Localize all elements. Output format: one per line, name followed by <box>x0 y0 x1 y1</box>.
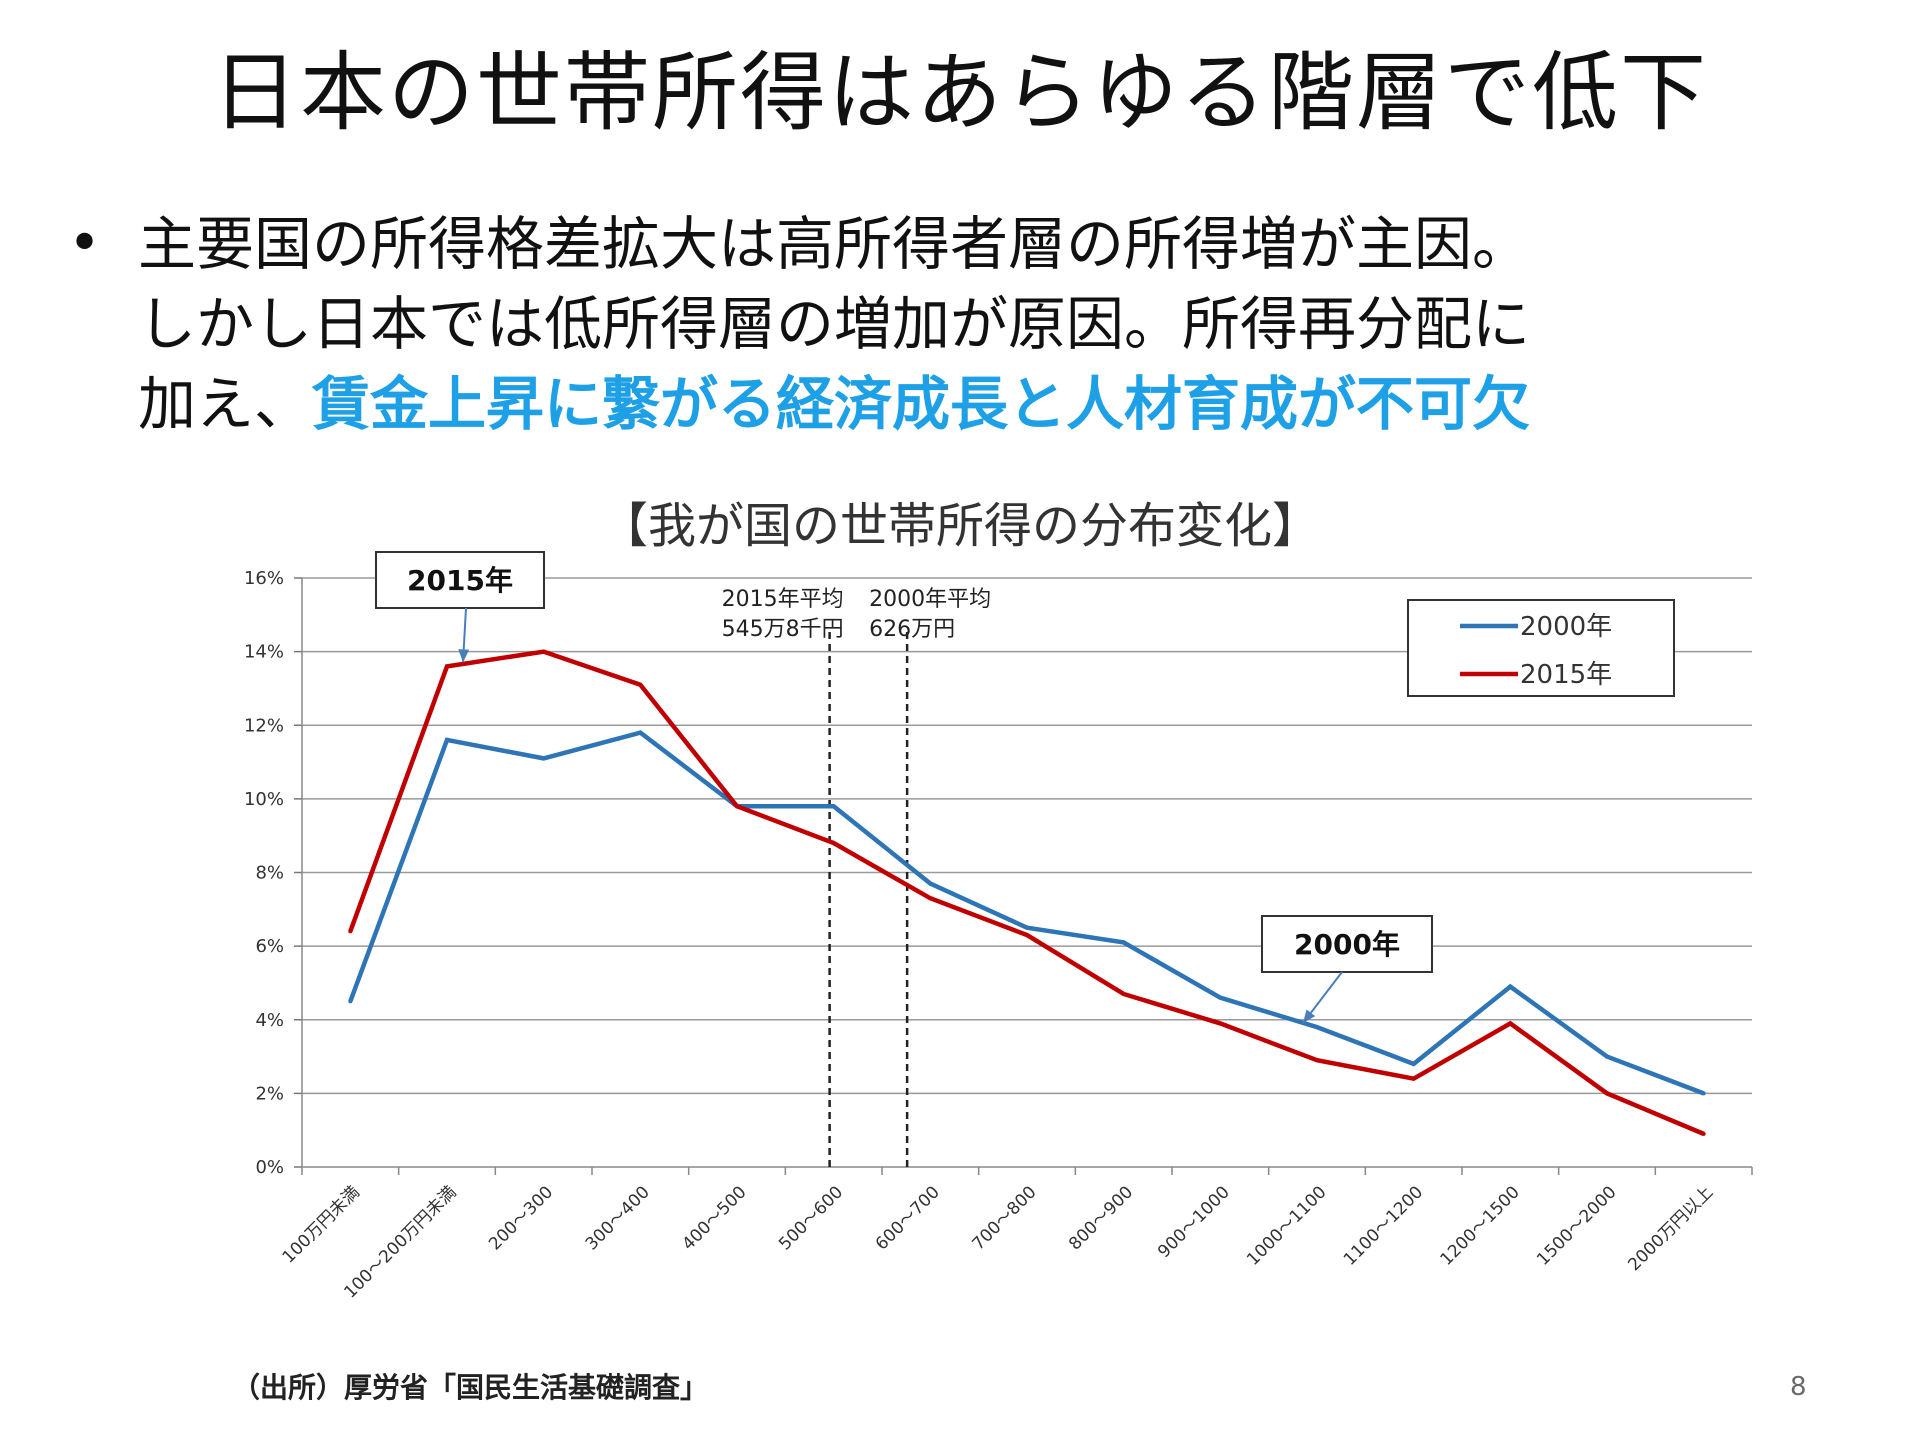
bullet-line-3-prefix: 加え、 <box>138 370 313 438</box>
data-point <box>541 756 546 761</box>
data-point <box>1508 1021 1513 1026</box>
data-point <box>1218 995 1223 1000</box>
chart-legend: 2000年 2015年 <box>1407 599 1675 697</box>
data-point <box>1411 1061 1416 1066</box>
data-point <box>1508 984 1513 989</box>
x-tick-label: 200～300 <box>485 1182 557 1254</box>
y-tick-label: 8% <box>255 863 284 884</box>
callout-arrowhead <box>458 649 470 663</box>
bullet-line-3: 加え、賃金上昇に繋がる経済成長と人材育成が不可欠 <box>138 365 1530 443</box>
legend-box <box>1407 599 1675 697</box>
legend-label: 2000年 <box>1520 612 1612 642</box>
callout-label: 2000年 <box>1294 928 1400 961</box>
x-tick-label: 600～700 <box>872 1182 944 1254</box>
data-point <box>445 664 449 669</box>
data-point <box>1315 1025 1319 1030</box>
bullet-highlight-text: 賃金上昇に繋がる経済成長と人材育成が不可欠 <box>312 370 1531 438</box>
y-tick-label: 2% <box>255 1083 284 1104</box>
data-point <box>1121 940 1126 945</box>
y-tick-label: 10% <box>244 789 284 810</box>
bullet-line-1: 主要国の所得格差拡大は高所得者層の所得増が主因。 <box>138 210 1531 278</box>
x-tick-label: 300～400 <box>582 1182 654 1254</box>
data-point <box>1701 1091 1706 1096</box>
callout-arrowhead <box>1303 1009 1316 1024</box>
x-tick-label: 900～1000 <box>1154 1182 1234 1262</box>
average-label-line1: 2000年平均 <box>869 587 991 612</box>
average-label-line2: 545万8千円 <box>722 617 844 642</box>
chart-annotations: 2015年 2000年 <box>375 551 1433 1024</box>
y-tick-label: 4% <box>255 1010 284 1031</box>
income-distribution-chart: 【我が国の世帯所得の分布変化】 0% 2% 4% 6% 8% 10% 12% 14% 16% 10… <box>244 498 1753 1303</box>
data-point <box>638 682 643 687</box>
data-point <box>831 841 836 846</box>
y-tick-label: 14% <box>244 642 284 663</box>
average-label-line2: 626万円 <box>869 617 955 642</box>
legend-label: 2015年 <box>1520 660 1612 690</box>
x-tick-label: 1100～1200 <box>1340 1182 1427 1269</box>
x-tick-label: 400～500 <box>678 1182 750 1254</box>
y-tick-label: 12% <box>244 715 284 736</box>
data-point <box>928 896 933 901</box>
data-point <box>1701 1131 1706 1136</box>
slide-title: 日本の世帯所得はあらゆる階層で低下 <box>212 43 1708 143</box>
series-line-2015年 <box>348 649 1705 1136</box>
chart-title: 【我が国の世帯所得の分布変化】 <box>600 498 1320 554</box>
bullet-line-2: しかし日本では低所得層の増加が原因。所得再分配に <box>138 290 1531 358</box>
x-tick-label: 500～600 <box>775 1182 847 1254</box>
data-point <box>1315 1058 1319 1063</box>
data-point <box>445 737 449 742</box>
data-point <box>348 999 353 1004</box>
data-point <box>1218 1021 1223 1026</box>
x-tick-label: 700～800 <box>968 1182 1040 1254</box>
x-tick-label: 100万円未満 <box>279 1182 364 1267</box>
data-point <box>638 730 643 735</box>
data-point <box>831 804 836 809</box>
average-label-line1: 2015年平均 <box>722 587 844 612</box>
data-point <box>541 649 546 654</box>
y-tick-label: 0% <box>255 1157 284 1178</box>
callout-box <box>1261 915 1433 973</box>
average-reference-lines: 2015年平均 545万8千円 2000年平均 626万円 <box>722 587 991 1167</box>
data-point <box>1605 1091 1609 1096</box>
data-point <box>1025 933 1029 938</box>
x-tick-label: 2000万円以上 <box>1624 1182 1717 1275</box>
data-point <box>928 881 933 886</box>
bullet-dot: • <box>68 211 102 276</box>
callout-label: 2015年 <box>407 564 513 597</box>
series-line-2000年 <box>348 730 1705 1096</box>
x-tick-label: 1000～1100 <box>1243 1182 1330 1269</box>
data-point <box>1605 1054 1609 1059</box>
y-tick-label: 6% <box>255 936 284 957</box>
x-tick-label: 800～900 <box>1065 1182 1137 1254</box>
data-point <box>1025 925 1029 930</box>
callout-box <box>375 551 545 609</box>
x-tick-label: 1200～1500 <box>1437 1182 1524 1269</box>
data-point <box>1121 991 1126 996</box>
data-point <box>1411 1076 1416 1081</box>
chart-series <box>348 649 1706 1136</box>
source-note: （出所）厚労省「国民生活基礎調査」 <box>232 1371 709 1404</box>
page-number: 8 <box>1790 1372 1807 1402</box>
data-point <box>348 929 353 934</box>
y-tick-label: 16% <box>244 568 284 589</box>
x-tick-label: 1500～2000 <box>1533 1182 1620 1269</box>
data-point <box>735 804 739 809</box>
